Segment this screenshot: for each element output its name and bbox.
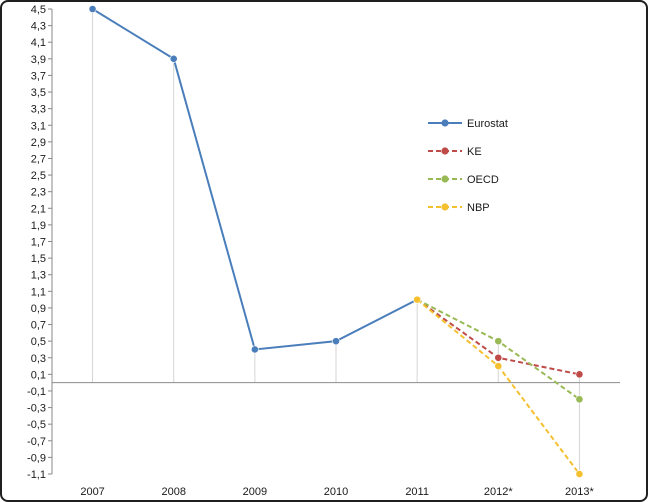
legend: Eurostat KE OECD NBP xyxy=(428,118,508,214)
x-category-label: 2009 xyxy=(243,486,267,498)
y-tick-label: 2,7 xyxy=(31,153,46,165)
y-tick-label: 1,5 xyxy=(31,253,46,265)
data-point xyxy=(332,337,340,346)
data-point xyxy=(169,54,178,63)
series-eurostat xyxy=(88,5,422,354)
y-tick-label: -0,3 xyxy=(27,403,46,415)
data-point xyxy=(575,370,584,379)
y-tick-label: 3,1 xyxy=(31,120,46,132)
y-tick-label: 4,3 xyxy=(31,21,46,33)
data-point xyxy=(413,295,422,304)
y-tick-label: 2,1 xyxy=(31,203,46,215)
y-tick-label: 1,1 xyxy=(31,286,46,298)
y-tick-label: 4,1 xyxy=(31,37,46,49)
y-tick-label: 1,3 xyxy=(31,270,46,282)
y-axis: 4,5 4,3 4,1 3,9 3,7 3,5 3,3 3,1 2,9 2,7 2,5 2,3 2,1 1… xyxy=(27,4,53,481)
y-tick-label: 2,9 xyxy=(31,137,46,149)
data-point xyxy=(494,353,503,362)
x-category-label: 2011 xyxy=(405,486,429,498)
drop-lines xyxy=(92,9,580,474)
x-category-label: 2013* xyxy=(565,486,594,498)
y-tick-label: 1,9 xyxy=(31,220,46,232)
series-line xyxy=(416,298,581,475)
y-tick-label: -0,7 xyxy=(27,436,46,448)
series-line xyxy=(92,8,418,351)
data-point xyxy=(494,337,503,346)
legend-label: OECD xyxy=(467,174,499,186)
y-tick-label: 2,3 xyxy=(31,187,46,199)
data-point xyxy=(88,5,97,13)
data-point xyxy=(575,395,584,404)
legend-swatch-marker xyxy=(441,147,449,155)
y-tick-label: 4,5 xyxy=(31,4,46,16)
legend-label: Eurostat xyxy=(467,118,508,130)
legend-label: NBP xyxy=(467,202,490,214)
legend-item: Eurostat xyxy=(428,118,508,130)
data-point xyxy=(494,362,503,370)
x-category-label: 2008 xyxy=(161,486,185,498)
legend-swatch-marker xyxy=(441,175,449,183)
data-point xyxy=(250,345,259,354)
y-tick-label: 3,7 xyxy=(31,70,46,82)
y-tick-label: 0,3 xyxy=(31,353,46,365)
series-nbp xyxy=(413,295,584,478)
x-category-label: 2007 xyxy=(80,486,104,498)
y-tick-label: 3,3 xyxy=(31,104,46,116)
y-tick-label: 0,1 xyxy=(31,369,46,381)
legend-item: OECD xyxy=(428,174,499,186)
y-tick-label: -0,5 xyxy=(27,419,46,431)
y-tick-label: 0,7 xyxy=(31,320,46,332)
y-tick-label: -0,9 xyxy=(27,452,46,464)
y-tick-label: 0,9 xyxy=(31,303,46,315)
legend-swatch-marker xyxy=(441,203,449,211)
series-group xyxy=(88,5,584,478)
x-category-label: 2012* xyxy=(484,486,513,498)
legend-swatch-marker xyxy=(441,119,449,127)
data-point xyxy=(575,470,584,478)
y-tick-label: -1,1 xyxy=(27,469,46,481)
y-tick-label: 1,7 xyxy=(31,237,46,249)
legend-item: KE xyxy=(428,146,482,158)
y-tick-label: 3,5 xyxy=(31,87,46,99)
y-tick-label: 0,5 xyxy=(31,336,46,348)
x-category-label: 2010 xyxy=(324,486,348,498)
y-tick-label: 2,5 xyxy=(31,170,46,182)
y-tick-label: -0,1 xyxy=(27,386,46,398)
legend-label: KE xyxy=(467,146,482,158)
y-tick-label: 3,9 xyxy=(31,54,46,66)
x-axis: 2007 2008 2009 2010 2011 2012* 2013* xyxy=(80,486,594,498)
legend-item: NBP xyxy=(428,202,490,214)
